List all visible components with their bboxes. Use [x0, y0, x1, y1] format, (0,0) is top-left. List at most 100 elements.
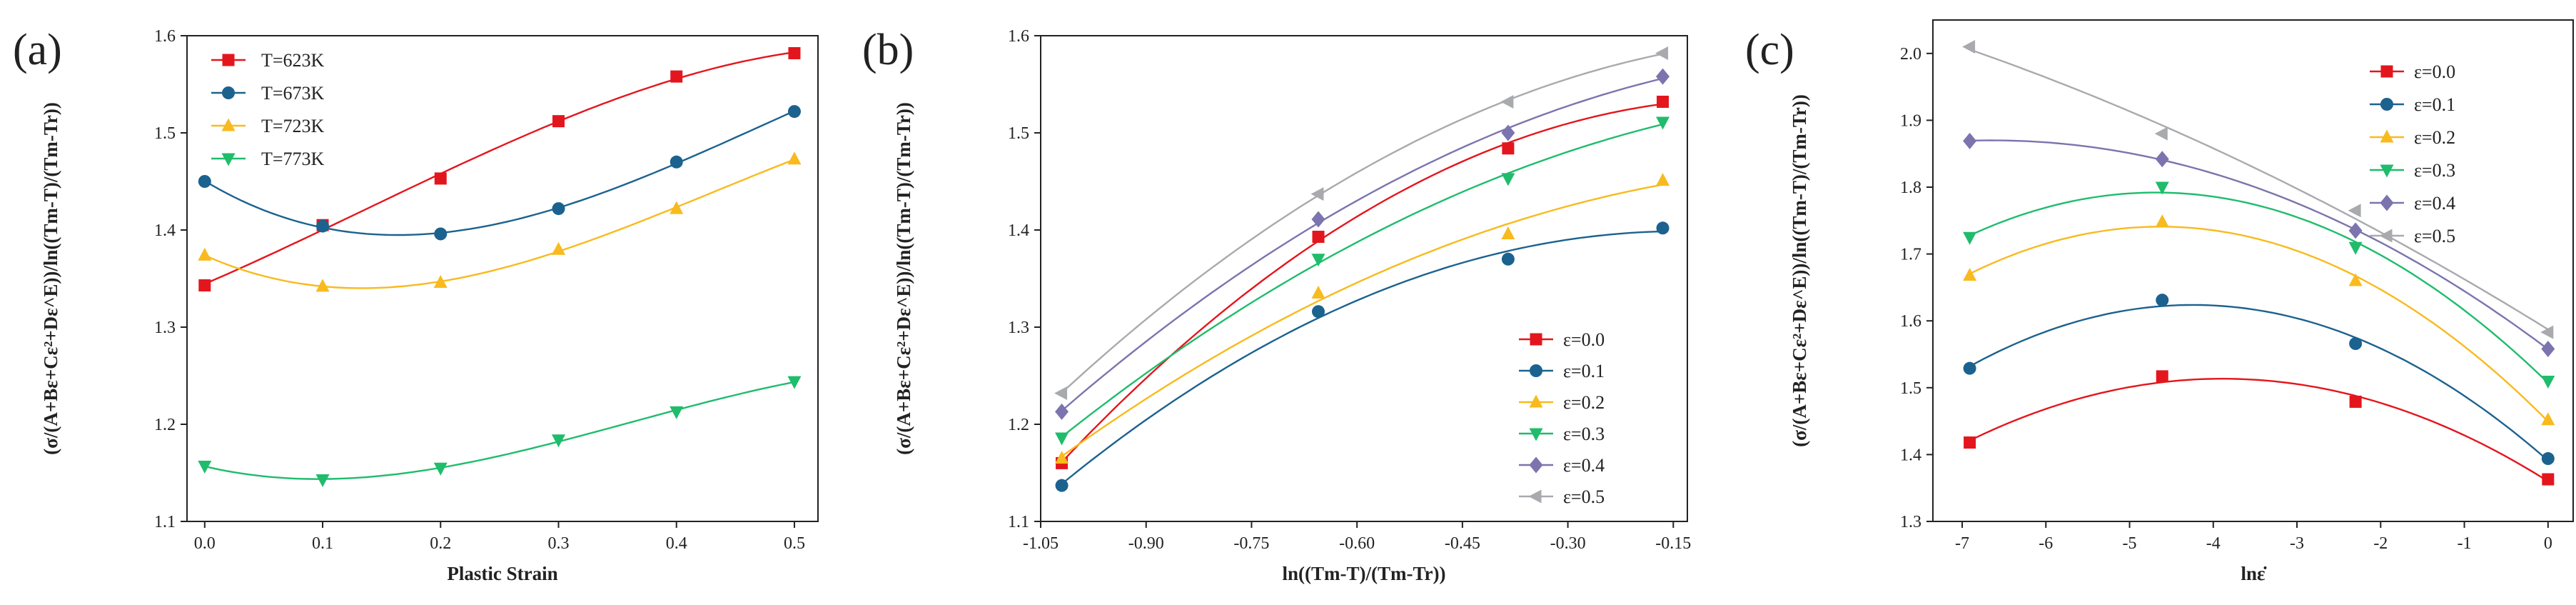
data-point [787, 376, 802, 389]
data-point [2541, 375, 2555, 389]
panel-label: (c) [1745, 26, 1794, 74]
data-point [434, 172, 447, 185]
data-point [2542, 473, 2555, 486]
data-point [2155, 214, 2169, 228]
data-point [433, 274, 448, 288]
legend-marker [1528, 489, 1542, 504]
data-point [198, 279, 211, 292]
data-point [1655, 46, 1669, 60]
data-point [1963, 268, 1977, 281]
legend-entry: T=723K [261, 116, 325, 136]
series-line-1 [1061, 103, 1663, 463]
legend-marker [1530, 364, 1542, 377]
data-point [1657, 95, 1670, 108]
x-tick-label: -7 [1955, 534, 1969, 553]
plot-frame [1932, 19, 2574, 522]
y-tick-label: 1.2 [154, 416, 176, 434]
data-point [1500, 94, 1514, 109]
x-tick-label: -0.45 [1445, 534, 1480, 553]
legend-entry: ε=0.5 [1563, 486, 1605, 507]
data-point [552, 115, 565, 128]
data-point [670, 70, 683, 83]
x-tick-label: 0.1 [312, 534, 333, 553]
data-point [1963, 132, 1977, 149]
legend-marker [2380, 65, 2393, 78]
series-line-2 [1061, 230, 1663, 485]
plot-frame [186, 35, 819, 522]
data-point [2348, 204, 2361, 218]
y-tick-label: 1.4 [1008, 221, 1029, 240]
legend-entry: T=773K [261, 149, 325, 169]
data-point [434, 227, 448, 241]
legend: ε=0.0 ε=0.1 ε=0.2 ε=0.3 ε=0.4 ε=0.5 [1519, 329, 1605, 507]
series-line-2 [1969, 304, 2549, 461]
plot-frame [1040, 35, 1688, 522]
data-point [1501, 252, 1515, 266]
y-tick-label: 1.7 [1900, 246, 1921, 264]
series-line-3 [1969, 226, 2549, 422]
series-line-3 [1061, 184, 1663, 457]
data-point [315, 279, 330, 292]
data-point [2155, 181, 2169, 195]
legend-entry: T=673K [261, 83, 325, 104]
data-point [2348, 222, 2363, 239]
y-tick-label: 1.6 [1008, 27, 1029, 46]
data-point [1656, 116, 1670, 130]
x-tick-label: 0.4 [666, 534, 687, 553]
legend-marker [1529, 428, 1543, 441]
y-tick-label: 1.4 [154, 221, 176, 240]
data-point [1502, 142, 1515, 155]
data-point [433, 462, 448, 476]
y-tick-label: 1.2 [1008, 416, 1029, 434]
data-point [788, 46, 801, 59]
y-tick-label: 1.6 [1900, 312, 1921, 331]
x-tick-label: -1 [2458, 534, 2472, 553]
data-point [1963, 231, 1977, 245]
data-point [1310, 187, 1324, 201]
legend-marker [1529, 456, 1543, 474]
legend-marker [1530, 333, 1542, 346]
legend-marker [1529, 394, 1543, 408]
data-point [2156, 294, 2169, 307]
series-line-2 [204, 110, 795, 236]
series-line-4 [204, 381, 795, 480]
x-axis-label: Plastic Strain [447, 563, 557, 584]
data-point [1501, 226, 1515, 239]
legend-marker [221, 153, 236, 166]
x-tick-label: 0.5 [784, 534, 805, 553]
data-point [787, 151, 802, 165]
series-line-5 [1969, 139, 2549, 350]
legend-marker [2380, 164, 2394, 178]
data-point [1656, 221, 1670, 235]
y-tick-label: 1.4 [1900, 446, 1921, 464]
series-line-6 [1061, 53, 1663, 394]
y-tick-label: 1.5 [1900, 379, 1921, 398]
series-line-6 [1969, 49, 2549, 331]
x-tick-label: -0.60 [1339, 534, 1375, 553]
data-point [1962, 39, 1976, 54]
legend-entry: ε=0.2 [2414, 127, 2455, 148]
data-point [2349, 395, 2362, 408]
legend-entry: ε=0.4 [1563, 455, 1605, 476]
legend-entry: ε=0.1 [1563, 361, 1605, 381]
legend-marker [2379, 229, 2393, 243]
panel-label: (b) [862, 26, 914, 74]
x-tick-label: -5 [2123, 534, 2137, 553]
data-point [1311, 305, 1325, 319]
legend-entry: ε=0.3 [1563, 424, 1605, 444]
data-point [1054, 386, 1068, 400]
data-point [315, 474, 330, 488]
panel-label: (a) [13, 26, 62, 74]
legend-marker [2380, 194, 2394, 211]
y-tick-label: 1.3 [154, 319, 176, 337]
data-point [1055, 451, 1069, 464]
data-point [670, 155, 683, 169]
data-point [551, 434, 565, 448]
data-point [1055, 403, 1069, 420]
series-line-4 [1061, 123, 1663, 438]
data-point [551, 241, 565, 255]
x-tick-label: -2 [2373, 534, 2388, 553]
data-point [670, 406, 684, 419]
data-point [2541, 412, 2555, 426]
